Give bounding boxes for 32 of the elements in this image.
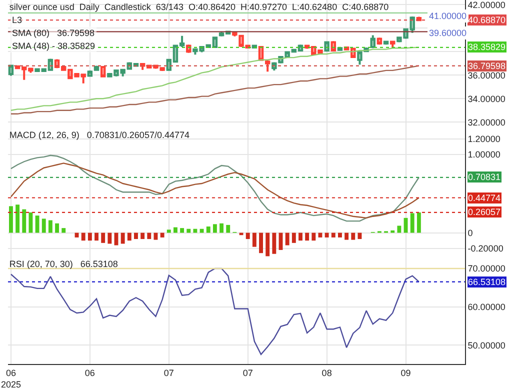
- annotation: L3: [12, 15, 22, 25]
- annotation: 41.00000: [429, 11, 467, 21]
- x-tick-label: 06 2025: [0, 368, 21, 390]
- y-tick-label: 1.20000: [468, 134, 500, 144]
- y-tick-label: 1.00000: [468, 150, 500, 160]
- y-tick-label: -0.20000: [468, 244, 504, 254]
- annotation: SMA (80) 36.79598: [12, 28, 95, 38]
- ref-line-label: 66.53108: [468, 277, 506, 287]
- ref-line-label: 40.68870: [468, 15, 506, 25]
- chart-title: MACD (12, 26, 9) 0.70831/0.26057/0.44774: [9, 130, 190, 140]
- x-tick-label: 08: [322, 368, 332, 378]
- ref-line-label: 0.70831: [468, 172, 501, 182]
- y-tick-label: 42.00000: [468, 0, 506, 10]
- y-tick-label: 32.00000: [468, 117, 506, 128]
- ref-line-label: 36.79598: [468, 61, 506, 71]
- ref-line-label: 0.44774: [468, 193, 501, 203]
- chart-title: silver ounce usd Daily Candlestick 63/143 O:40.86420 H:40.97270 L:40.62480 C:40.68870: [9, 2, 389, 12]
- chart-title: RSI (20, 70, 30) 66.53108: [9, 259, 118, 270]
- x-tick-label: 07: [164, 368, 174, 378]
- y-tick-label: 34.00000: [468, 94, 506, 104]
- y-tick-label: 50.00000: [468, 340, 506, 350]
- ref-line-label: 38.35829: [468, 42, 506, 52]
- annotation: SMA (48) - 38.35829: [12, 41, 96, 51]
- x-tick-label: 09: [400, 368, 411, 378]
- x-tick-label: 06: [84, 368, 95, 378]
- y-tick-label: 60.00000: [468, 302, 506, 312]
- ref-line-label: 0.26057: [468, 207, 501, 217]
- annotation: 39.60000: [429, 28, 467, 38]
- y-tick-label: 36.00000: [468, 70, 506, 80]
- y-tick-label: 0: [468, 228, 473, 238]
- y-tick-label: 70.00000: [468, 264, 506, 274]
- x-tick-label: 07: [242, 368, 253, 378]
